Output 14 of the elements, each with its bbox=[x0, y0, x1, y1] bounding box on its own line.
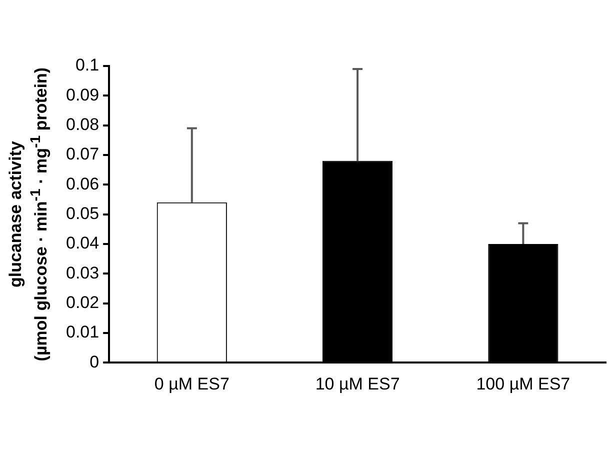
y-tick-label: 0.05 bbox=[66, 204, 100, 223]
y-tick-label: 0.09 bbox=[66, 85, 100, 104]
y-tick-label: 0 bbox=[90, 352, 100, 372]
x-tick-label: 0 µM ES7 bbox=[154, 374, 230, 394]
y-tick-label: 0.03 bbox=[66, 263, 100, 282]
x-tick-label: 100 µM ES7 bbox=[476, 374, 570, 394]
x-tick-label: 10 µM ES7 bbox=[315, 374, 400, 394]
y-tick-label: 0.02 bbox=[66, 292, 100, 312]
y-tick-label: 0.06 bbox=[66, 174, 100, 194]
y-tick-label: 0.07 bbox=[66, 144, 100, 164]
y-tick-label: 0.1 bbox=[75, 56, 100, 75]
y-tick-label: 0.01 bbox=[66, 322, 100, 342]
y-tick-label: 0.04 bbox=[66, 234, 100, 253]
y-tick-label: 0.08 bbox=[66, 115, 100, 134]
